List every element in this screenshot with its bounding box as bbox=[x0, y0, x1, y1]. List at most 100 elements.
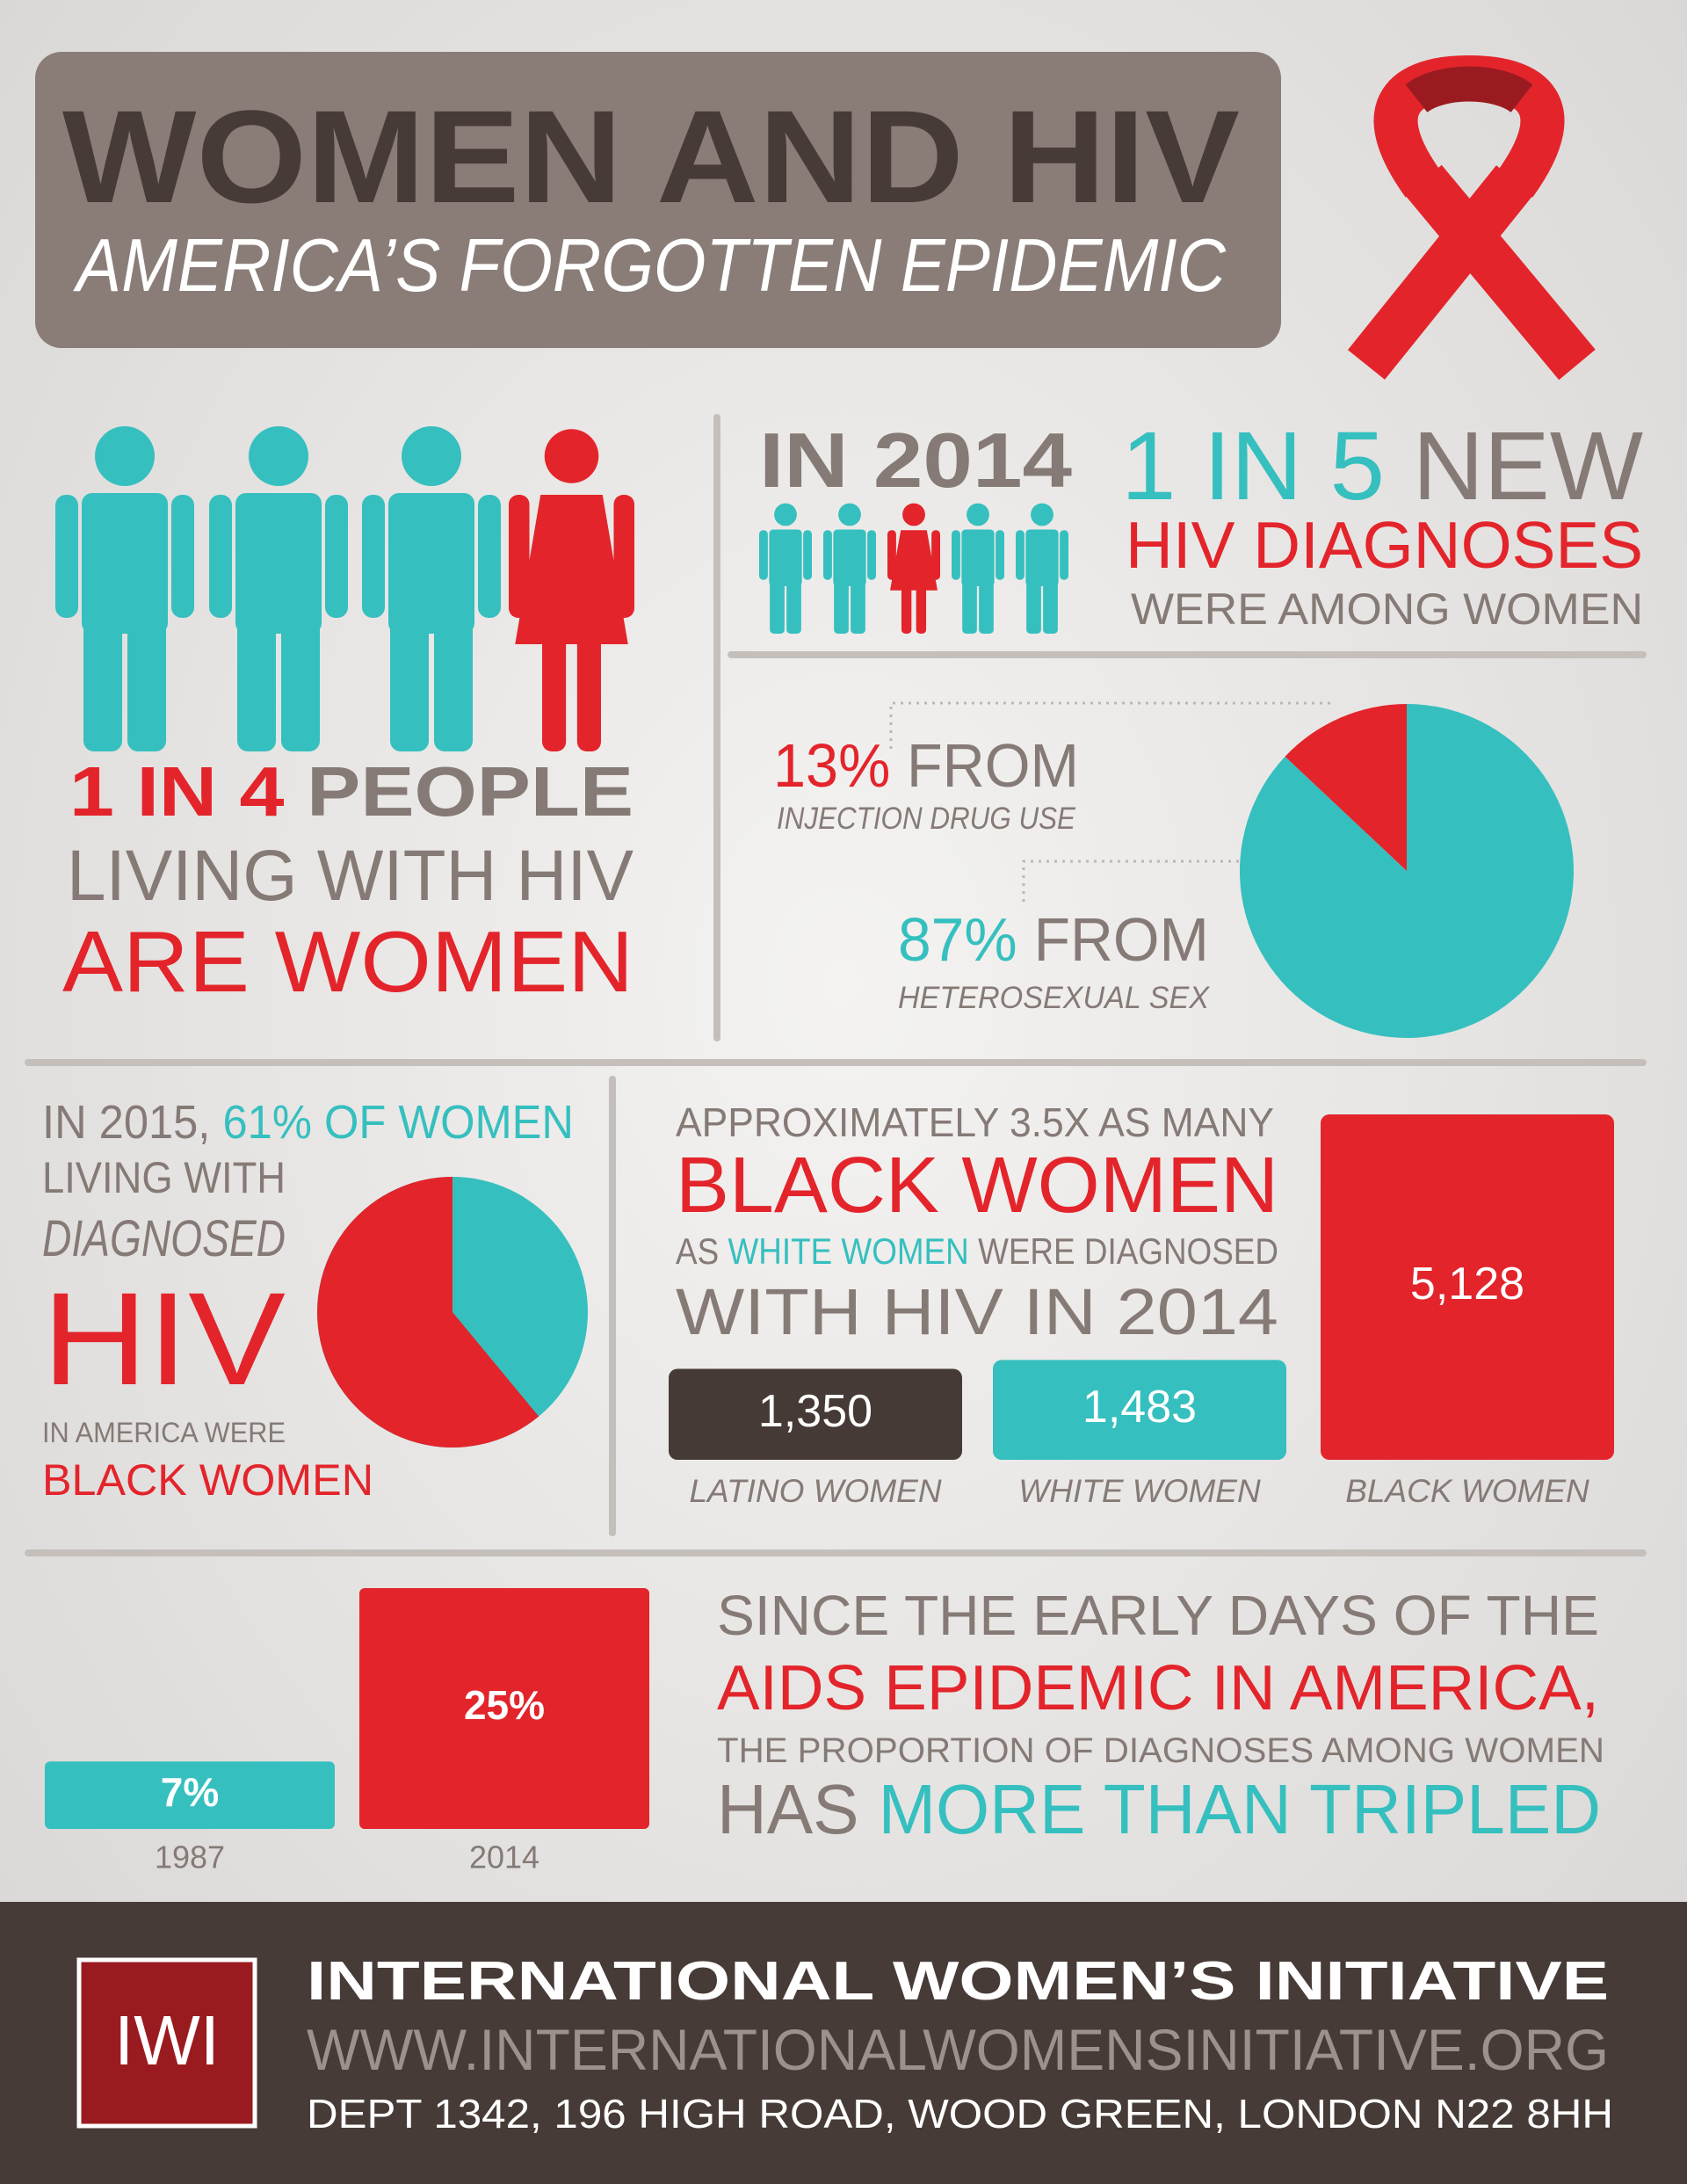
bar-label: 25% bbox=[464, 1682, 545, 1728]
title: WOMEN AND HIV bbox=[62, 83, 1240, 230]
bar-label: 5,128 bbox=[1410, 1259, 1524, 1310]
woman-icon bbox=[887, 503, 940, 634]
text-line: HAS MORE THAN TRIPLED bbox=[717, 1770, 1601, 1848]
text-line: WITH HIV IN 2014 bbox=[676, 1275, 1278, 1348]
icon-part bbox=[237, 609, 276, 751]
icon-part bbox=[887, 530, 896, 580]
text-part: MORE THAN TRIPLED bbox=[879, 1770, 1601, 1848]
text-part: AIDS EPIDEMIC IN AMERICA, bbox=[717, 1653, 1599, 1723]
text-line: APPROXIMATELY 3.5X AS MANY bbox=[676, 1099, 1274, 1145]
icon-part bbox=[833, 529, 866, 586]
text-part: APPROXIMATELY 3.5X AS MANY bbox=[676, 1099, 1274, 1145]
icon-part bbox=[1025, 529, 1059, 586]
icon-part bbox=[1016, 530, 1025, 580]
icon-part bbox=[838, 503, 861, 526]
icon-part bbox=[209, 495, 232, 618]
header-box bbox=[35, 52, 1281, 348]
text-part: 13% bbox=[773, 731, 890, 800]
pie-slice bbox=[1240, 704, 1574, 1039]
text-part: WERE DIAGNOSED bbox=[978, 1230, 1278, 1272]
text-line: SINCE THE EARLY DAYS OF THE bbox=[717, 1584, 1599, 1647]
text-part: DIAGNOSED bbox=[42, 1210, 286, 1267]
icon-part bbox=[952, 530, 960, 580]
text-part: WWW.INTERNATIONALWOMENSINITIATIVE.ORG bbox=[307, 2017, 1609, 2082]
icon-part bbox=[613, 495, 634, 618]
icon-part bbox=[1043, 576, 1058, 634]
text-part: AS bbox=[676, 1230, 719, 1272]
icon-part bbox=[851, 576, 865, 634]
icon-part bbox=[774, 503, 797, 526]
text-part: WOMEN AND HIV bbox=[62, 83, 1240, 230]
bar-category: WHITE WOMEN bbox=[1018, 1473, 1261, 1509]
icon-part bbox=[235, 493, 322, 634]
man-icon bbox=[759, 503, 812, 634]
icon-part bbox=[916, 586, 927, 634]
text-part: LIVING WITH HIV bbox=[67, 836, 634, 916]
man-icon bbox=[823, 503, 876, 634]
icon-part bbox=[967, 503, 989, 526]
pie-slice bbox=[317, 1177, 539, 1448]
text-part: IN AMERICA WERE bbox=[42, 1417, 286, 1448]
icon-part bbox=[979, 576, 994, 634]
icon-part bbox=[1060, 530, 1068, 580]
text-part: INTERNATIONAL WOMEN’S INITIATIVE bbox=[307, 1951, 1609, 2012]
leader-line bbox=[1022, 860, 1247, 905]
source-caption: INJECTION DRUG USE bbox=[777, 802, 1076, 836]
icon-part bbox=[544, 429, 599, 483]
text-line: DIAGNOSED bbox=[42, 1210, 286, 1267]
man-icon bbox=[1016, 503, 1068, 634]
ribbon bbox=[1347, 54, 1596, 381]
source-label: 13% FROM bbox=[773, 731, 1079, 800]
icon-part bbox=[961, 529, 995, 586]
icon-part bbox=[931, 530, 940, 580]
icon-part bbox=[402, 426, 461, 486]
icon-part bbox=[823, 530, 832, 580]
text-part: NEW bbox=[1413, 412, 1644, 520]
headline: LIVING WITH HIV bbox=[67, 836, 634, 916]
icon-part bbox=[83, 609, 122, 751]
source-label: 87% FROM bbox=[898, 905, 1209, 974]
text-part: 61% bbox=[223, 1096, 312, 1149]
source-caption: HETEROSEXUAL SEX bbox=[898, 981, 1211, 1015]
icon-part bbox=[902, 503, 925, 526]
icon-part bbox=[770, 576, 785, 634]
bar bbox=[993, 1360, 1286, 1460]
text-part: WITH HIV IN 2014 bbox=[676, 1275, 1278, 1348]
icon-part bbox=[576, 635, 601, 751]
text-line: BLACK WOMEN bbox=[676, 1142, 1278, 1230]
bar-label: 1,483 bbox=[1082, 1382, 1197, 1433]
icon-part bbox=[1026, 576, 1041, 634]
text-part: WERE AMONG WOMEN bbox=[1131, 584, 1643, 634]
headline: 1 IN 5 NEW bbox=[1121, 412, 1643, 520]
man-icon bbox=[952, 503, 1004, 634]
icon-part bbox=[515, 495, 628, 644]
address: DEPT 1342, 196 HIGH ROAD, WOOD GREEN, LO… bbox=[307, 2091, 1613, 2137]
text-part: ARE WOMEN bbox=[62, 913, 634, 1010]
text-part: BLACK WOMEN bbox=[676, 1142, 1278, 1230]
text-part: THE PROPORTION OF DIAGNOSES AMONG WOMEN bbox=[717, 1731, 1604, 1770]
text-line: LIVING WITH bbox=[42, 1153, 286, 1202]
icon-part bbox=[388, 493, 474, 634]
woman-icon bbox=[509, 429, 634, 751]
text-part: 1 IN 5 bbox=[1121, 412, 1385, 520]
headline: ARE WOMEN bbox=[62, 913, 634, 1010]
text-part: SINCE THE EARLY DAYS OF THE bbox=[717, 1584, 1599, 1647]
text-part: HIV DIAGNOSES bbox=[1126, 508, 1643, 582]
icon-part bbox=[769, 529, 802, 586]
icon-part bbox=[434, 609, 473, 751]
bar-category: BLACK WOMEN bbox=[1345, 1473, 1589, 1509]
subtitle: AMERICA’S FORGOTTEN EPIDEMIC bbox=[72, 224, 1226, 308]
icon-part bbox=[867, 530, 876, 580]
text-line: IN 2015,61% OF WOMEN bbox=[42, 1096, 574, 1149]
text-part: OF WOMEN bbox=[324, 1096, 574, 1149]
bar-label: 7% bbox=[161, 1769, 219, 1815]
logo-box bbox=[76, 1957, 257, 2129]
text-part: IN 2015, bbox=[42, 1096, 210, 1149]
icon-part bbox=[325, 495, 348, 618]
text-part: HETEROSEXUAL SEX bbox=[898, 981, 1211, 1015]
text-part: WHITE WOMEN bbox=[728, 1230, 968, 1272]
icon-part bbox=[281, 609, 320, 751]
text-part: HIV bbox=[42, 1265, 286, 1412]
bar-year: 2014 bbox=[469, 1839, 539, 1876]
icon-part bbox=[127, 609, 166, 751]
